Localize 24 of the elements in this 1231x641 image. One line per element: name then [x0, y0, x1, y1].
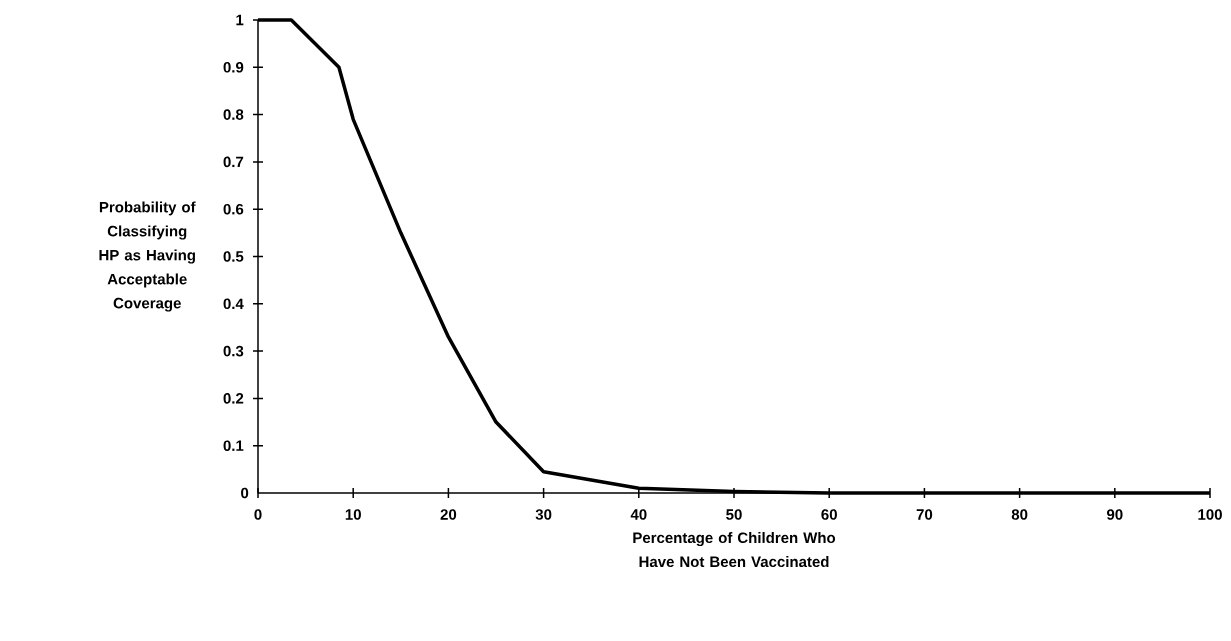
y-tick-label: 0.1 [223, 440, 244, 451]
x-tick-label: 80 [1011, 509, 1028, 520]
y-tick-label: 0.2 [223, 393, 244, 404]
x-tick-label: 30 [535, 509, 552, 520]
x-tick-label: 70 [916, 509, 933, 520]
x-tick-label: 10 [345, 509, 361, 520]
y-tick-label: 0.3 [223, 345, 244, 357]
y-tick-label: 0.6 [223, 203, 244, 215]
y-tick-label: 0.4 [223, 298, 244, 310]
x-tick-label: 20 [440, 509, 457, 520]
y-axis-title: Probability of Classifying HP as Having Acceptable Coverage [99, 201, 196, 312]
x-tick-label: 90 [1106, 509, 1123, 520]
y-tick-label: 0.8 [223, 109, 244, 120]
x-tick-label: 100 [1198, 509, 1222, 520]
x-tick-label: 50 [726, 509, 742, 520]
x-tick-label: 60 [821, 509, 837, 520]
y-tick-label: 0 [241, 487, 249, 499]
y-tick-label: 1 [236, 14, 244, 26]
y-tick-label: 0.9 [223, 61, 244, 73]
x-tick-label: 40 [630, 509, 647, 520]
y-tick-label: 0.7 [223, 156, 244, 168]
y-tick-label: 0.5 [223, 251, 244, 262]
x-axis-title: Percentage of Children Who Have Not Been Vaccinated [633, 532, 836, 568]
x-tick-label: 0 [254, 509, 262, 520]
